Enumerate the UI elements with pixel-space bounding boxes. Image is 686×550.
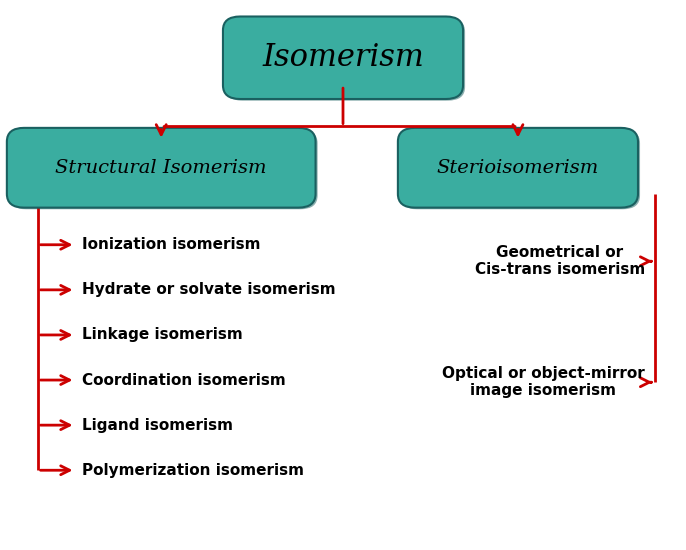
Text: Optical or object-mirror
image isomerism: Optical or object-mirror image isomerism	[442, 366, 645, 398]
Text: Linkage isomerism: Linkage isomerism	[82, 327, 243, 343]
Text: Geometrical or
Cis-trans isomerism: Geometrical or Cis-trans isomerism	[475, 245, 645, 277]
FancyBboxPatch shape	[7, 128, 316, 208]
FancyBboxPatch shape	[225, 18, 465, 101]
Text: Ionization isomerism: Ionization isomerism	[82, 237, 261, 252]
FancyBboxPatch shape	[400, 130, 640, 210]
Text: Coordination isomerism: Coordination isomerism	[82, 372, 286, 388]
Text: Hydrate or solvate isomerism: Hydrate or solvate isomerism	[82, 282, 336, 298]
Text: Sterioisomerism: Sterioisomerism	[437, 159, 599, 177]
FancyBboxPatch shape	[9, 130, 318, 210]
Text: Structural Isomerism: Structural Isomerism	[56, 159, 267, 177]
Text: Ligand isomerism: Ligand isomerism	[82, 417, 233, 433]
Text: Isomerism: Isomerism	[262, 42, 424, 73]
FancyBboxPatch shape	[398, 128, 638, 208]
FancyBboxPatch shape	[223, 16, 463, 99]
Text: Polymerization isomerism: Polymerization isomerism	[82, 463, 305, 478]
